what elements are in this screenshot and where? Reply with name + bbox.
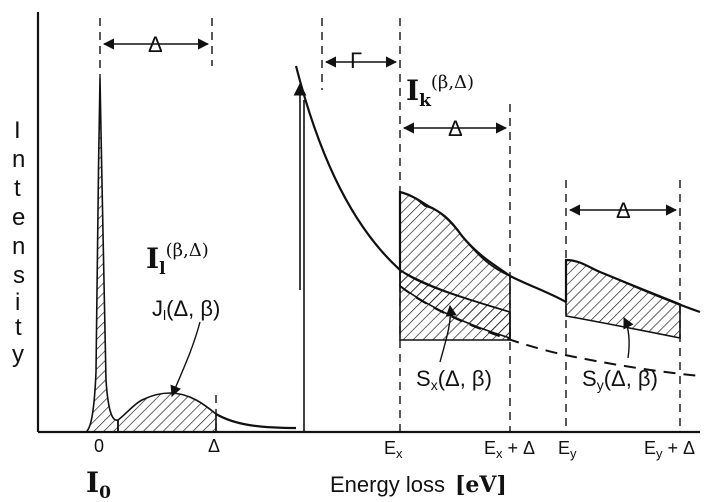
y-label-letter: t	[14, 175, 21, 202]
delta-y-label: Δ	[616, 198, 631, 223]
label-ik: Ik(β,Δ)	[406, 72, 474, 111]
tick-ey-plus-delta: Ey + Δ	[644, 438, 695, 461]
delta-low-label: Δ	[148, 32, 163, 57]
jl-leader	[170, 321, 201, 398]
y-label-letter: n	[12, 146, 25, 173]
low-loss-curve	[215, 413, 297, 430]
ey-edge-signal	[565, 259, 681, 339]
label-sy: Sy(Δ, β)	[582, 366, 658, 393]
tick-ex-plus-delta: Ex + Δ	[484, 438, 535, 461]
background-curve	[294, 65, 401, 271]
tick-zero: 0	[94, 436, 104, 456]
y-label-letter: e	[12, 204, 25, 231]
sy-leader	[623, 316, 634, 359]
tick-delta: Δ	[208, 436, 220, 456]
tick-ex: Ex	[384, 438, 403, 461]
label-sx: Sx(Δ, β)	[416, 366, 492, 393]
y-label-letter: t	[15, 314, 22, 341]
y-axis-label: I n t e n s i t y	[12, 117, 25, 368]
label-i0: I0	[86, 466, 111, 502]
y-label-letter: I	[14, 117, 21, 144]
sx-leader	[439, 304, 457, 363]
y-label-letter: s	[13, 262, 25, 289]
y-label-letter: y	[12, 341, 24, 368]
ex-edge-outline	[398, 190, 567, 303]
x-axis-label: Energy loss [eV]	[330, 472, 507, 498]
gamma-label: Γ	[350, 48, 362, 73]
y-label-letter: n	[12, 233, 25, 260]
ex-background-fill-edge	[399, 268, 511, 340]
y-label-letter: i	[15, 289, 20, 316]
delta-x-label: Δ	[448, 116, 463, 141]
tick-ey: Ey	[558, 438, 577, 461]
label-il: Il(β,Δ)	[146, 240, 209, 279]
label-jl: Jl(Δ, β)	[152, 296, 220, 323]
low-loss-hatched	[117, 392, 217, 433]
zero-loss-peak	[83, 77, 119, 433]
